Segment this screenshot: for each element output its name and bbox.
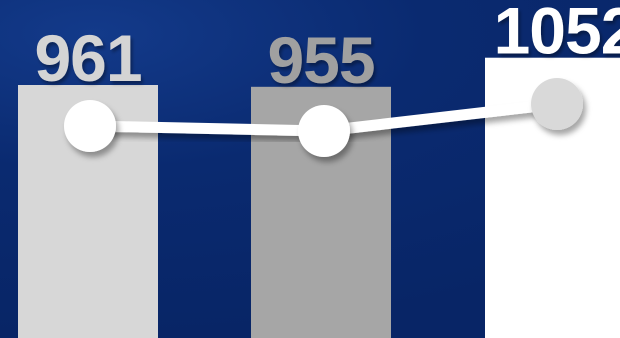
data-label-1: 961 bbox=[34, 21, 141, 95]
bars-group bbox=[18, 57, 620, 338]
line-marker-2 bbox=[298, 105, 350, 157]
data-labels-group: 961 955 1052 bbox=[34, 0, 620, 97]
line-marker-1 bbox=[64, 100, 116, 152]
markers-group bbox=[64, 78, 583, 157]
line-marker-3 bbox=[531, 78, 583, 130]
data-label-2: 955 bbox=[267, 23, 374, 97]
data-label-3: 1052 bbox=[494, 0, 620, 68]
